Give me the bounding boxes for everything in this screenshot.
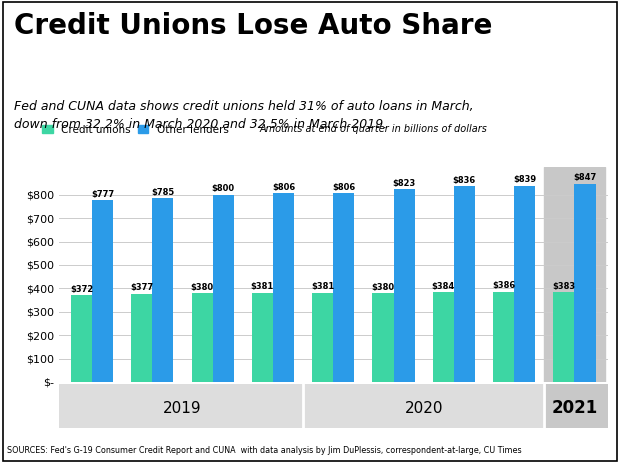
Text: 2020: 2020: [404, 401, 443, 416]
Text: $836: $836: [453, 176, 476, 185]
Bar: [433, 292, 454, 382]
Bar: [153, 198, 174, 382]
Bar: [334, 194, 355, 382]
Bar: [71, 295, 92, 382]
Text: $386: $386: [492, 281, 515, 290]
Text: 2021: 2021: [551, 400, 598, 418]
Text: SOURCES: Fed's G-19 Consumer Credit Report and CUNA  with data analysis by Jim D: SOURCES: Fed's G-19 Consumer Credit Repo…: [7, 446, 522, 455]
Bar: [273, 194, 294, 382]
Bar: [394, 189, 415, 382]
Bar: [454, 186, 475, 382]
Bar: [92, 200, 113, 382]
Text: $384: $384: [432, 282, 455, 291]
Text: $377: $377: [130, 283, 153, 292]
Text: $381: $381: [311, 282, 334, 291]
Text: $777: $777: [91, 190, 114, 199]
Text: $785: $785: [151, 188, 175, 197]
Text: Credit Unions Lose Auto Share: Credit Unions Lose Auto Share: [14, 12, 492, 39]
Text: $381: $381: [250, 282, 274, 291]
Bar: [553, 292, 575, 382]
Text: Fed and CUNA data shows credit unions held 31% of auto loans in March,
down from: Fed and CUNA data shows credit unions he…: [14, 100, 473, 131]
Text: $383: $383: [552, 282, 575, 291]
Bar: [312, 293, 334, 382]
Text: $839: $839: [513, 175, 536, 184]
Bar: [252, 293, 273, 382]
Bar: [131, 294, 153, 382]
Text: $806: $806: [272, 183, 295, 192]
Text: $800: $800: [211, 184, 235, 194]
Bar: [373, 293, 394, 382]
Text: $372: $372: [70, 285, 93, 294]
Bar: [514, 186, 535, 382]
Bar: [213, 195, 234, 382]
Text: $380: $380: [371, 282, 394, 292]
Text: Amounts at end of quarter in billions of dollars: Amounts at end of quarter in billions of…: [259, 124, 487, 134]
Bar: [59, 384, 303, 428]
Text: $806: $806: [332, 183, 355, 192]
Text: $380: $380: [190, 282, 214, 292]
Legend: Credit unions, Other lenders: Credit unions, Other lenders: [42, 125, 228, 135]
Bar: [493, 292, 514, 382]
Bar: [544, 167, 604, 382]
Bar: [575, 184, 596, 382]
Text: 2019: 2019: [163, 401, 202, 416]
Bar: [544, 384, 608, 428]
Bar: [303, 384, 544, 428]
Bar: [192, 293, 213, 382]
Text: $847: $847: [574, 173, 596, 182]
Text: $823: $823: [392, 179, 416, 188]
